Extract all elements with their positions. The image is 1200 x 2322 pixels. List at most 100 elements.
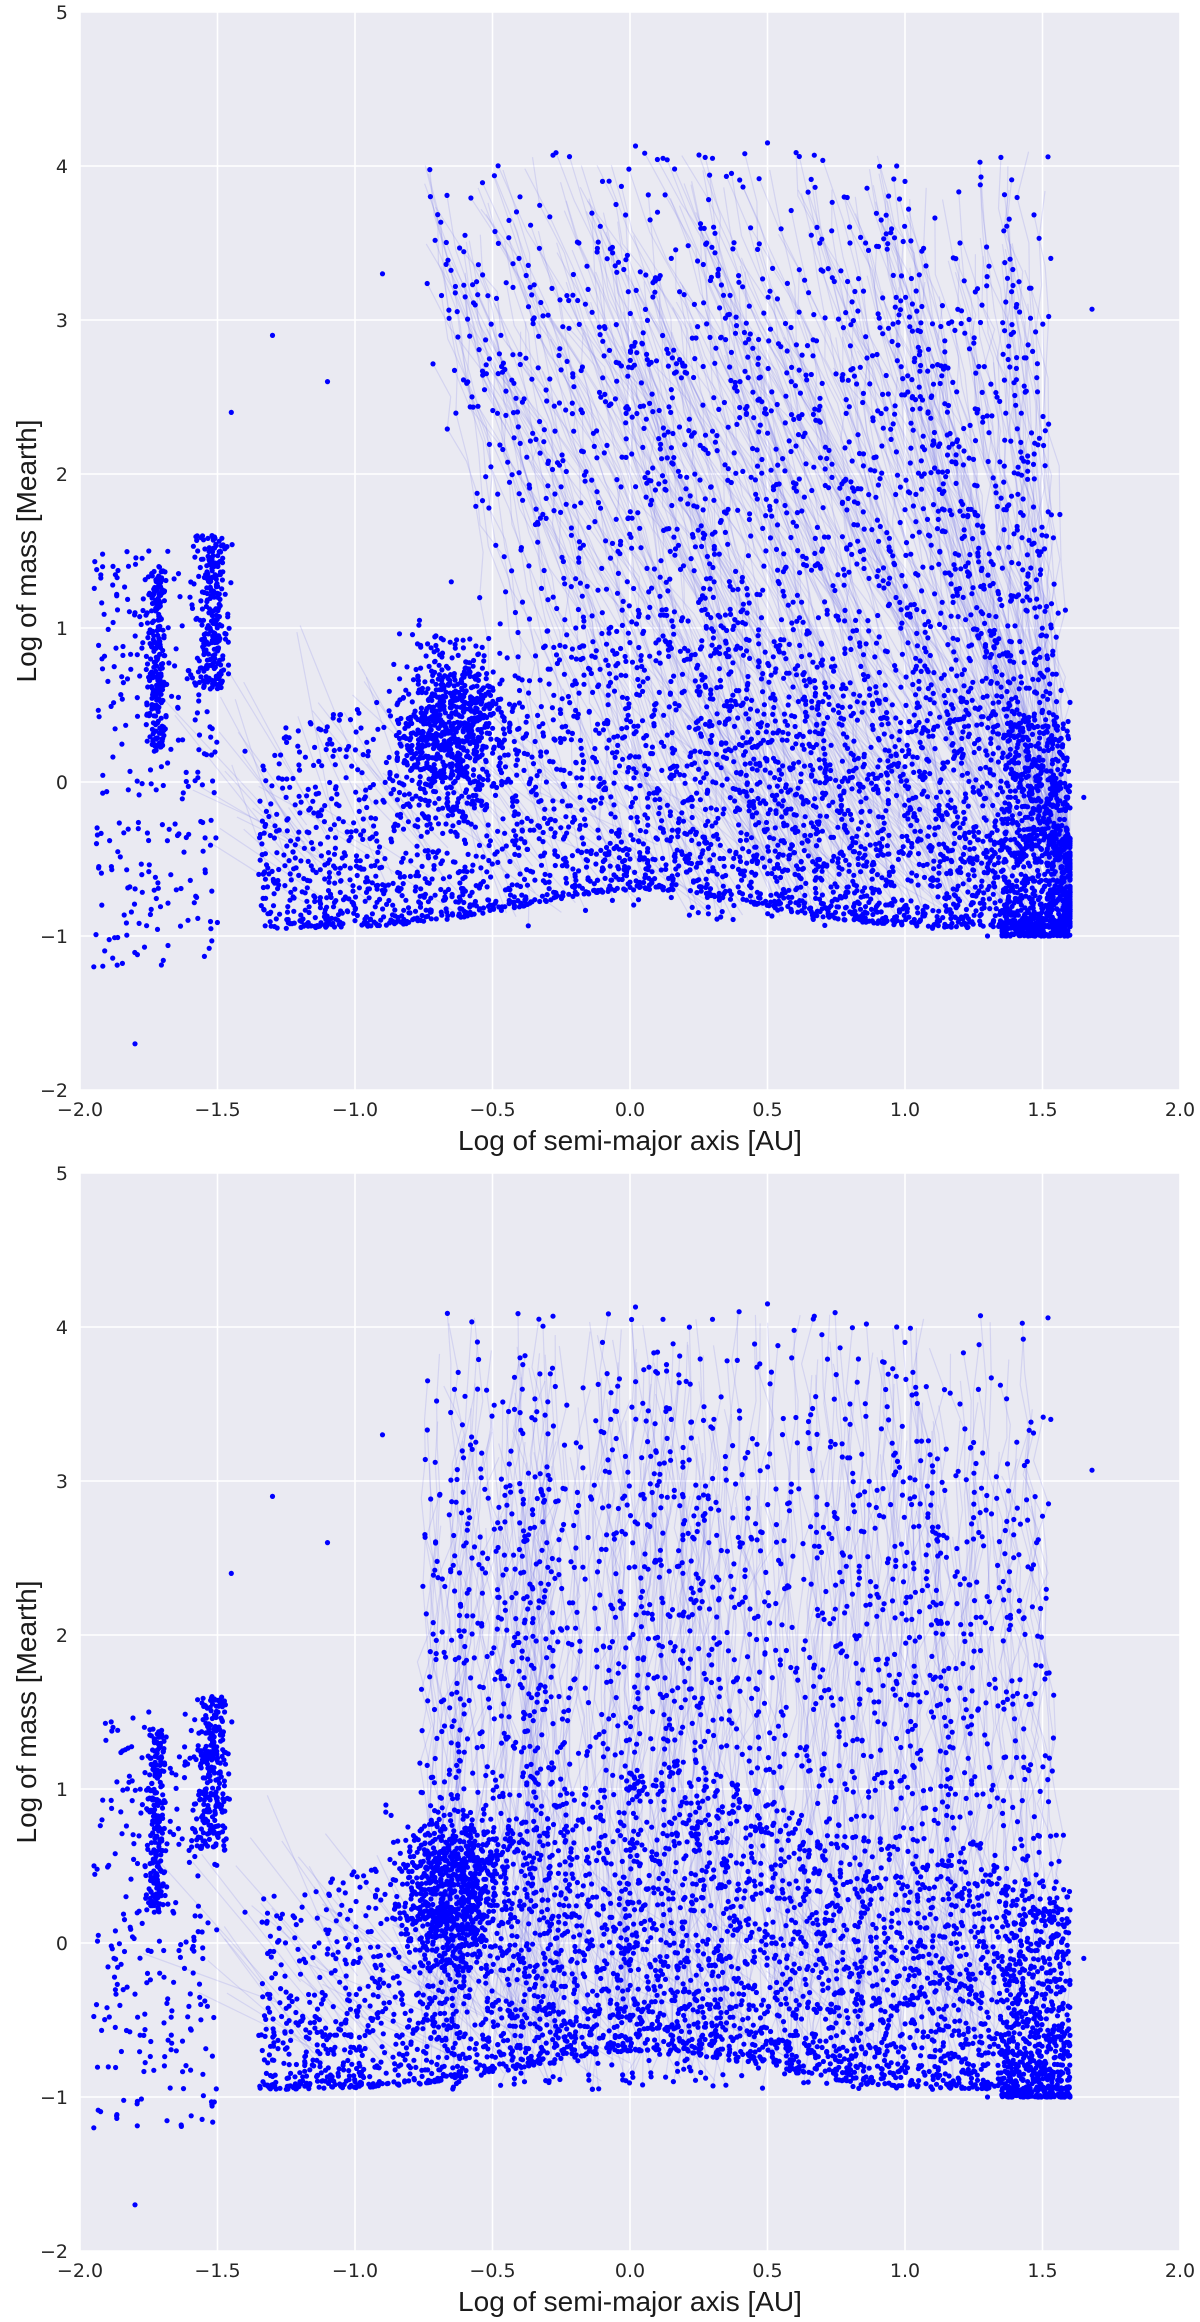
data-point: [951, 892, 957, 898]
data-point: [409, 699, 415, 705]
data-point: [313, 869, 319, 876]
data-point: [885, 780, 891, 786]
data-point: [151, 618, 157, 624]
data-point: [546, 886, 552, 892]
track-line: [806, 716, 917, 849]
data-point: [1053, 918, 1059, 924]
data-point: [735, 884, 741, 890]
data-point: [332, 845, 338, 851]
data-point: [730, 864, 736, 870]
data-point: [767, 739, 774, 745]
data-point: [737, 858, 744, 865]
data-point: [909, 761, 915, 767]
data-point: [134, 778, 140, 784]
data-point: [447, 761, 453, 768]
data-point: [360, 816, 366, 822]
data-point: [168, 872, 174, 878]
data-point: [440, 876, 446, 882]
track-line: [622, 311, 818, 846]
data-point: [1004, 820, 1011, 827]
data-point: [1036, 804, 1042, 810]
track-line: [453, 370, 791, 850]
data-point: [127, 884, 133, 890]
data-point: [318, 853, 324, 859]
data-point: [782, 718, 788, 724]
data-point: [542, 806, 548, 812]
data-point: [297, 810, 303, 816]
data-point: [628, 786, 634, 792]
data-point: [524, 713, 530, 720]
data-point: [475, 779, 481, 786]
data-point: [822, 751, 828, 757]
data-point: [836, 710, 842, 716]
data-point: [757, 895, 763, 901]
data-point: [987, 906, 993, 912]
data-point: [910, 754, 916, 760]
data-point: [295, 728, 301, 734]
data-point: [983, 854, 990, 860]
data-point: [898, 720, 904, 726]
data-point: [863, 863, 869, 869]
data-point: [257, 835, 263, 841]
data-point: [461, 914, 467, 920]
data-point: [527, 827, 533, 833]
data-point: [1024, 844, 1030, 850]
track-line: [691, 181, 910, 918]
y-tick-label: 2: [56, 464, 68, 486]
data-point: [407, 737, 413, 743]
data-point: [406, 791, 412, 797]
track-line: [493, 302, 827, 909]
data-point: [624, 695, 630, 702]
data-point: [951, 840, 957, 847]
data-point: [980, 803, 986, 809]
data-point: [642, 763, 648, 769]
data-point: [499, 778, 505, 785]
data-point: [947, 868, 953, 874]
data-point: [658, 867, 664, 873]
data-point: [694, 790, 700, 796]
data-point: [410, 677, 417, 683]
data-point: [354, 872, 360, 879]
data-point: [406, 801, 412, 807]
data-point: [478, 701, 484, 707]
track-line: [627, 274, 890, 873]
data-point: [366, 886, 372, 892]
data-point: [983, 817, 989, 823]
data-point: [491, 746, 497, 752]
data-point: [745, 673, 751, 680]
data-point: [658, 739, 665, 746]
data-point: [144, 620, 151, 626]
data-point: [307, 878, 313, 884]
data-point: [698, 888, 704, 894]
data-point: [425, 697, 431, 703]
data-point: [813, 895, 819, 902]
data-point: [471, 674, 477, 680]
data-point: [625, 769, 631, 775]
data-point: [733, 701, 739, 708]
data-point: [812, 729, 818, 735]
data-point: [857, 906, 864, 912]
data-point: [473, 853, 479, 859]
data-point: [593, 851, 600, 857]
data-point: [551, 736, 557, 742]
data-point: [383, 922, 389, 928]
data-point: [353, 729, 359, 735]
data-point: [980, 714, 986, 720]
track-line: [429, 169, 690, 916]
data-point: [916, 768, 923, 775]
data-point: [961, 799, 967, 805]
data-point: [415, 756, 421, 763]
data-point: [936, 908, 942, 914]
data-point: [732, 798, 738, 804]
data-point: [443, 821, 449, 827]
data-point: [871, 920, 877, 926]
data-point: [789, 745, 796, 751]
track-line: [814, 187, 1071, 856]
data-point: [431, 863, 437, 869]
data-point: [1027, 896, 1033, 902]
data-point: [1007, 746, 1014, 752]
data-point: [542, 871, 548, 878]
data-point: [1054, 878, 1060, 884]
data-point: [927, 771, 933, 777]
track-line: [424, 165, 566, 838]
